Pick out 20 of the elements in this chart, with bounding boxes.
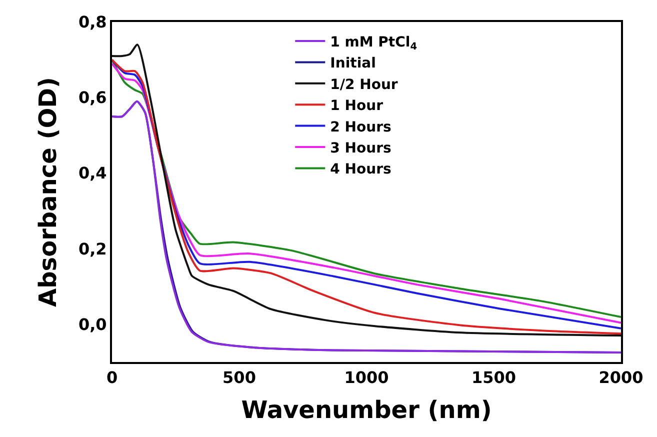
x-tick-label: 0 [106,368,118,388]
legend-label: 2 Hours [330,119,392,136]
legend-label: Initial [330,56,376,72]
legend-label: 1/2 Hour [330,76,398,93]
y-tick-label: 0,4 [78,164,107,183]
x-tick-label: 2000 [598,368,644,388]
legend-label: 1 mM PtCl$_{4}$ [330,34,418,52]
line-series [112,100,621,354]
y-tick-label: 0,0 [78,314,107,334]
y-tick-label: 0,8 [78,12,107,32]
x-axis-title: Wavenumber (nm) [241,396,492,424]
y-axis-title: Absorbance (OD) [34,77,62,307]
legend-label: 4 Hours [330,162,392,178]
y-tick-label: 0,6 [78,88,107,108]
x-tick-label: 500 [222,368,256,388]
y-tick-label: 0,2 [78,239,107,258]
x-tick-label: 1000 [344,368,389,388]
legend-label: 1 Hour [330,98,384,114]
legend-label: 3 Hours [330,140,392,156]
x-tick-label: 1500 [471,368,516,388]
